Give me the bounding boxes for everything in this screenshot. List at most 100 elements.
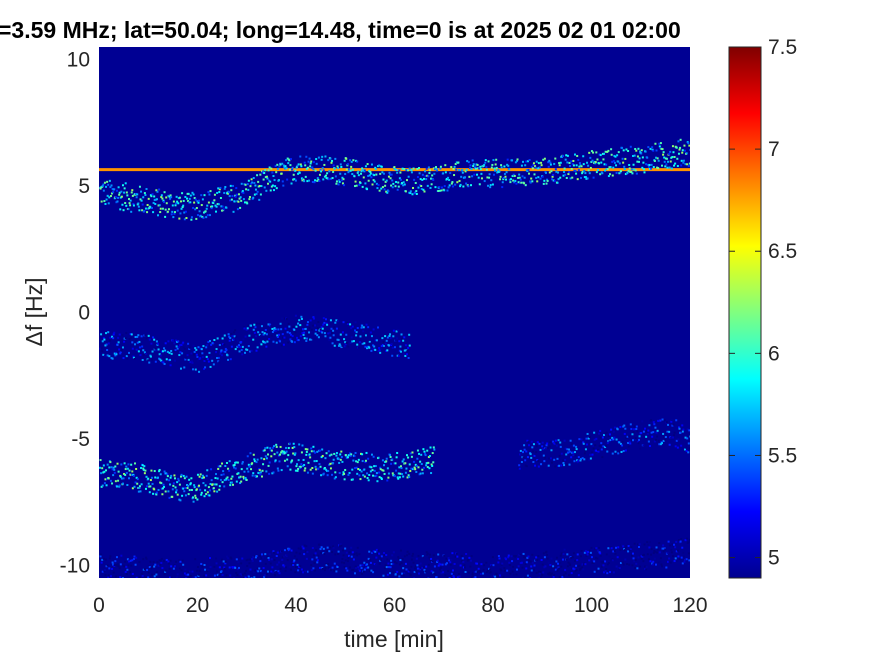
signal-cell (443, 185, 446, 188)
signal-cell (563, 548, 566, 551)
signal-cell (615, 565, 618, 568)
signal-cell (199, 214, 202, 217)
signal-cell (196, 473, 199, 476)
signal-cell (402, 181, 405, 184)
signal-cell (658, 542, 661, 545)
signal-cell (311, 324, 314, 327)
signal-cell (313, 338, 316, 341)
signal-cell (187, 582, 189, 584)
signal-cell (315, 335, 318, 338)
signal-cell (484, 159, 487, 162)
signal-cell (635, 149, 638, 152)
signal-cell (256, 322, 259, 325)
signal-cell (629, 170, 632, 173)
signal-cell (541, 441, 544, 444)
signal-cell (324, 457, 327, 460)
signal-cell (137, 350, 140, 353)
signal-cell (486, 579, 488, 581)
signal-cell (203, 495, 206, 498)
signal-cell (314, 324, 317, 327)
signal-cell (373, 465, 376, 468)
signal-cell (428, 553, 431, 556)
signal-cell (555, 444, 558, 447)
signal-cell (105, 185, 108, 188)
signal-cell (593, 162, 596, 165)
signal-cell (157, 204, 160, 207)
signal-cell (330, 161, 333, 164)
signal-cell (142, 558, 145, 561)
signal-cell (357, 468, 360, 471)
signal-cell (242, 475, 245, 478)
signal-cell (190, 360, 193, 363)
signal-cell (381, 558, 384, 561)
signal-cell (529, 180, 532, 183)
signal-cell (380, 555, 383, 558)
signal-cell (245, 328, 248, 331)
signal-cell (250, 182, 253, 185)
signal-cell (444, 171, 447, 174)
signal-cell (651, 563, 654, 566)
signal-cell (239, 582, 241, 584)
x-tick-label: 120 (672, 594, 707, 617)
signal-cell (185, 217, 188, 220)
signal-cell (312, 567, 315, 570)
signal-cell (412, 552, 415, 555)
signal-cell (605, 553, 608, 556)
signal-cell (348, 551, 351, 554)
signal-cell (198, 210, 201, 213)
signal-cell (244, 335, 247, 338)
signal-cell (558, 567, 561, 570)
colorbar-tick-label: 6 (768, 342, 780, 365)
signal-cell (158, 188, 161, 191)
signal-cell (143, 472, 146, 475)
signal-cell (509, 181, 512, 184)
signal-cell (159, 211, 162, 214)
signal-cell (301, 179, 304, 182)
signal-cell (396, 354, 399, 357)
signal-cell (652, 166, 655, 169)
signal-cell (657, 439, 660, 442)
signal-cell (129, 571, 132, 574)
signal-cell (498, 557, 501, 560)
signal-cell (472, 572, 475, 575)
signal-cell (354, 321, 357, 324)
signal-cell (600, 565, 603, 568)
signal-cell (369, 558, 372, 561)
signal-cell (99, 466, 101, 469)
signal-cell (640, 149, 643, 152)
signal-cell (511, 560, 514, 563)
signal-cell (447, 570, 450, 573)
signal-cell (262, 567, 265, 570)
signal-cell (402, 184, 405, 187)
signal-cell (349, 159, 352, 162)
signal-cell (381, 571, 384, 574)
signal-cell (420, 553, 423, 556)
signal-cell (518, 467, 521, 470)
signal-cell (179, 351, 182, 354)
signal-cell (441, 563, 444, 566)
signal-cell (500, 164, 503, 167)
signal-cell (339, 333, 342, 336)
signal-cell (383, 464, 386, 467)
signal-cell (357, 170, 360, 173)
signal-cell (289, 333, 292, 336)
signal-cell (209, 190, 212, 193)
signal-cell (462, 185, 465, 188)
colorbar-tick-label: 6.5 (768, 240, 797, 263)
signal-cell (229, 358, 232, 361)
signal-cell (184, 356, 187, 359)
signal-cell (604, 150, 607, 153)
signal-cell (293, 341, 296, 344)
signal-cell (363, 169, 366, 172)
signal-cell (671, 424, 674, 427)
signal-cell (181, 192, 184, 195)
signal-cell (401, 182, 404, 185)
signal-cell (334, 476, 337, 479)
signal-cell (355, 466, 358, 469)
signal-cell (107, 574, 110, 577)
signal-cell (374, 167, 377, 170)
signal-cell (420, 463, 423, 466)
signal-cell (349, 555, 352, 558)
signal-cell (615, 546, 618, 549)
signal-cell (272, 471, 275, 474)
